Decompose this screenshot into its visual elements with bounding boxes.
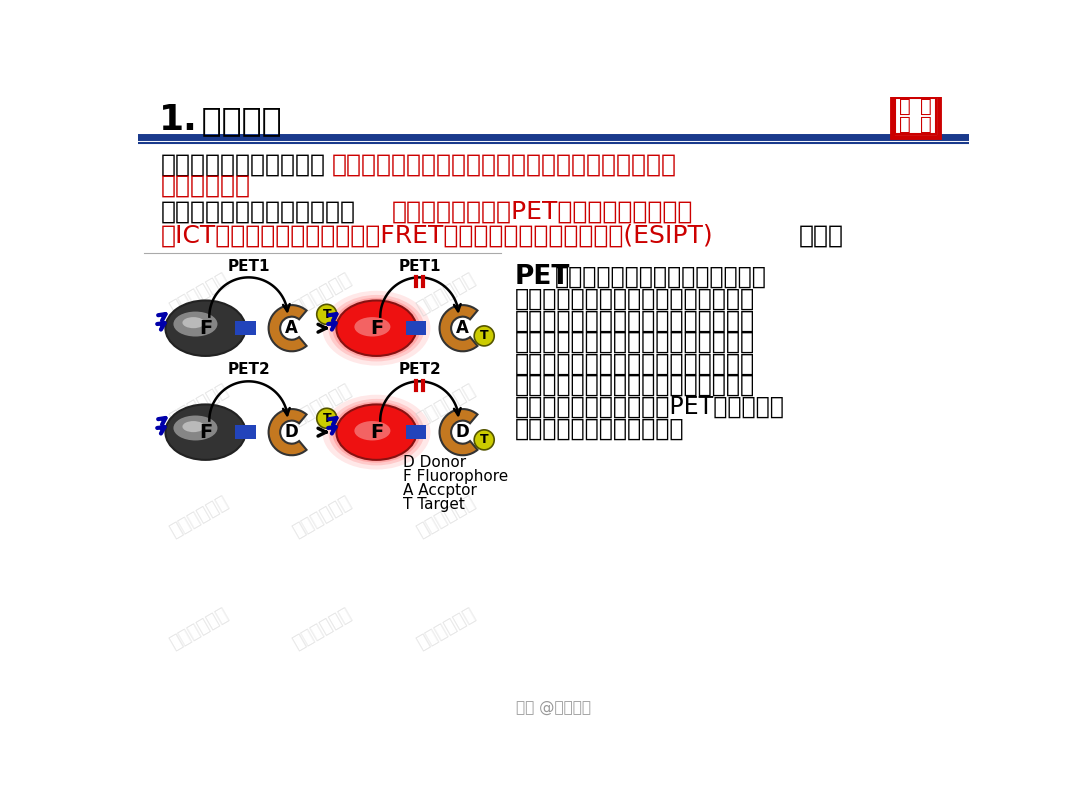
Text: 研之成理出品: 研之成理出品 bbox=[291, 493, 355, 541]
Ellipse shape bbox=[333, 402, 420, 463]
Bar bbox=[235, 425, 256, 439]
Text: 研之成理出品: 研之成理出品 bbox=[167, 604, 232, 652]
Circle shape bbox=[316, 408, 337, 428]
Text: （ICT）、荧光共振能量转移（FRET）和激发态分子内质子转移(ESIPT): （ICT）、荧光共振能量转移（FRET）和激发态分子内质子转移(ESIPT) bbox=[161, 224, 714, 248]
Text: 研之成理出品: 研之成理出品 bbox=[167, 493, 232, 541]
Bar bbox=[894, 98, 936, 134]
Text: PET2: PET2 bbox=[227, 363, 270, 377]
Text: A Accptor: A Accptor bbox=[403, 484, 477, 498]
Text: A: A bbox=[456, 319, 469, 337]
Ellipse shape bbox=[336, 404, 417, 460]
Text: D Donor: D Donor bbox=[403, 455, 467, 471]
Text: 荧光化学传感器的机制主要有: 荧光化学传感器的机制主要有 bbox=[161, 199, 355, 224]
Text: 是指电子给体或电子受体受光激发: 是指电子给体或电子受体受光激发 bbox=[555, 265, 767, 288]
Text: 炭: 炭 bbox=[899, 97, 910, 116]
Text: 山: 山 bbox=[920, 115, 932, 134]
Ellipse shape bbox=[328, 295, 424, 361]
Bar bbox=[891, 95, 940, 137]
Text: F: F bbox=[369, 423, 383, 441]
Circle shape bbox=[316, 305, 337, 324]
Ellipse shape bbox=[322, 394, 431, 470]
Circle shape bbox=[474, 326, 495, 346]
Text: F Fluorophore: F Fluorophore bbox=[403, 469, 509, 484]
Ellipse shape bbox=[183, 421, 204, 433]
Text: PET: PET bbox=[515, 263, 570, 290]
Text: 研之成理出品: 研之成理出品 bbox=[414, 604, 478, 652]
Text: A: A bbox=[285, 319, 298, 337]
Text: 荧光化学传感器的优点：: 荧光化学传感器的优点： bbox=[161, 153, 326, 177]
Ellipse shape bbox=[336, 301, 417, 356]
Text: 研之成理出品: 研之成理出品 bbox=[414, 493, 478, 541]
Text: T: T bbox=[480, 330, 488, 343]
Text: 析物结合之前，荧光基团受激发，最终: 析物结合之前，荧光基团受激发，最终 bbox=[515, 330, 755, 354]
Bar bbox=[406, 322, 427, 335]
Text: 研之成理出品: 研之成理出品 bbox=[167, 382, 232, 429]
Wedge shape bbox=[440, 409, 477, 455]
Wedge shape bbox=[269, 305, 307, 352]
Ellipse shape bbox=[183, 317, 204, 328]
Text: 研之成理出品: 研之成理出品 bbox=[414, 382, 478, 429]
Text: 界磁场影响。: 界磁场影响。 bbox=[161, 174, 251, 198]
Ellipse shape bbox=[328, 399, 424, 466]
Text: 光诱导电子转移（PET）、分子内电荷转移: 光诱导电子转移（PET）、分子内电荷转移 bbox=[392, 199, 693, 224]
Wedge shape bbox=[269, 409, 307, 455]
Text: 研之成理出品: 研之成理出品 bbox=[291, 270, 355, 318]
Ellipse shape bbox=[174, 416, 217, 441]
Text: T: T bbox=[323, 411, 332, 424]
Text: 1.: 1. bbox=[159, 104, 198, 138]
Wedge shape bbox=[440, 305, 477, 352]
Ellipse shape bbox=[174, 312, 217, 336]
Text: 研之成理出品: 研之成理出品 bbox=[291, 604, 355, 652]
Text: F: F bbox=[369, 318, 383, 338]
Text: 研之成理出品: 研之成理出品 bbox=[167, 270, 232, 318]
Text: T: T bbox=[480, 433, 488, 446]
Text: D: D bbox=[285, 423, 298, 441]
Text: 态，使得荧光基团的荧光淬灭。而识别: 态，使得荧光基团的荧光淬灭。而识别 bbox=[515, 373, 755, 397]
Text: 知乎 @研之成理: 知乎 @研之成理 bbox=[516, 700, 591, 714]
Text: 被光激发到激发态的电子不能跃迁到基: 被光激发到激发态的电子不能跃迁到基 bbox=[515, 352, 755, 376]
Text: 后，激发态的电子给体与电子受体之间: 后，激发态的电子给体与电子受体之间 bbox=[515, 287, 755, 311]
Text: PET2: PET2 bbox=[399, 363, 441, 377]
Bar bbox=[235, 322, 256, 335]
Text: 研之成理出品: 研之成理出品 bbox=[291, 382, 355, 429]
Text: 理: 理 bbox=[899, 115, 910, 134]
Ellipse shape bbox=[354, 317, 390, 336]
Ellipse shape bbox=[165, 404, 245, 460]
Text: PET1: PET1 bbox=[399, 258, 441, 274]
Text: 研之成理出品: 研之成理出品 bbox=[414, 270, 478, 318]
Text: 背景介绍: 背景介绍 bbox=[190, 104, 282, 137]
Text: F: F bbox=[199, 318, 212, 338]
Text: T: T bbox=[323, 308, 332, 321]
Ellipse shape bbox=[322, 291, 431, 365]
Ellipse shape bbox=[354, 421, 390, 441]
Text: 选择性好；灵敏度高；使用方便；成本低廉；不受外: 选择性好；灵敏度高；使用方便；成本低廉；不受外 bbox=[332, 153, 677, 177]
Text: 基团与被分析物结合后，PET过程受阻，: 基团与被分析物结合后，PET过程受阻， bbox=[515, 394, 785, 419]
Ellipse shape bbox=[333, 298, 420, 359]
Text: F: F bbox=[199, 423, 212, 441]
Text: T Target: T Target bbox=[403, 497, 465, 512]
Circle shape bbox=[474, 430, 495, 450]
Text: 发生电子转移的过程。识别基团与被分: 发生电子转移的过程。识别基团与被分 bbox=[515, 309, 755, 332]
Bar bbox=[406, 425, 427, 439]
Text: 研: 研 bbox=[920, 97, 932, 116]
Ellipse shape bbox=[165, 301, 245, 356]
Text: D: D bbox=[456, 423, 470, 441]
Text: PET1: PET1 bbox=[227, 258, 270, 274]
Text: 几种。: 几种。 bbox=[798, 224, 843, 248]
Text: 荧光基团的荧光得以恢复。: 荧光基团的荧光得以恢复。 bbox=[515, 416, 685, 441]
